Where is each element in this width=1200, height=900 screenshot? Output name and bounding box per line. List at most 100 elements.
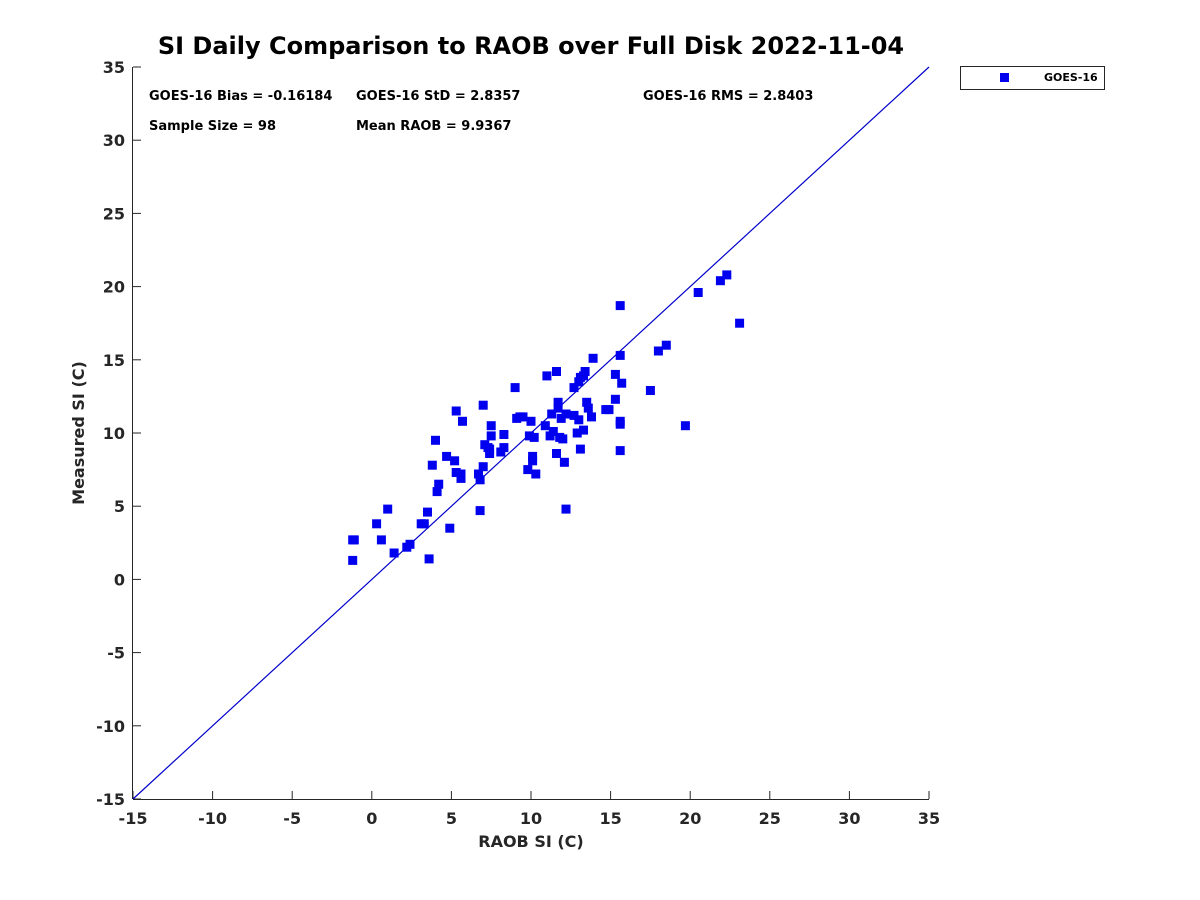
legend-box [960, 66, 1105, 90]
x-tick-label: 10 [520, 809, 542, 828]
data-point [445, 523, 455, 533]
data-point [556, 413, 566, 423]
data-point [475, 475, 485, 485]
data-point [588, 353, 598, 363]
data-point [615, 446, 625, 456]
data-point [645, 386, 655, 395]
annotation-rms: GOES-16 RMS = 2.8403 [643, 89, 813, 104]
data-point [559, 457, 569, 467]
data-point [478, 462, 488, 472]
y-tick-label: 35 [103, 58, 125, 77]
data-point [531, 469, 541, 479]
data-point [475, 506, 485, 516]
y-tick-label: 15 [103, 351, 125, 370]
data-point [615, 350, 625, 360]
data-point [722, 270, 732, 280]
data-point [542, 371, 552, 381]
data-point [529, 432, 539, 442]
legend-label: GOES-16 [1044, 71, 1098, 84]
data-point [485, 444, 495, 454]
data-point [486, 421, 496, 431]
data-points [348, 270, 745, 565]
data-point [587, 412, 596, 422]
y-tick-label: 0 [114, 570, 125, 589]
data-point [610, 369, 620, 379]
x-tick-label: -10 [198, 809, 227, 828]
data-point [434, 479, 444, 489]
data-point [348, 555, 358, 565]
data-point [510, 383, 520, 393]
annotation-sample-size: Sample Size = 98 [149, 119, 276, 134]
data-point [547, 409, 557, 419]
data-point [523, 465, 533, 475]
data-point [376, 535, 386, 545]
data-point [558, 434, 568, 444]
x-tick-label: -5 [283, 809, 301, 828]
chart-title: SI Daily Comparison to RAOB over Full Di… [158, 32, 904, 60]
data-point [617, 378, 627, 388]
data-point [582, 397, 592, 407]
y-tick-label: -10 [96, 717, 125, 736]
data-point [561, 409, 571, 419]
data-point [604, 405, 614, 415]
data-point [580, 367, 590, 376]
data-point [575, 444, 585, 454]
y-tick-label: 30 [103, 131, 125, 150]
legend-marker [1000, 73, 1009, 82]
data-point [372, 519, 382, 529]
y-tick-label: -15 [96, 790, 125, 809]
data-point [553, 403, 563, 413]
x-tick-label: -15 [119, 809, 148, 828]
x-tick-label: 20 [679, 809, 701, 828]
y-tick-label: 5 [114, 497, 125, 516]
x-tick-label: 15 [599, 809, 621, 828]
data-point [432, 487, 442, 497]
data-point [450, 456, 460, 466]
data-point [548, 427, 558, 436]
data-point [499, 443, 509, 453]
y-tick-label: -5 [107, 644, 125, 663]
data-point [499, 430, 509, 439]
data-point [419, 519, 429, 529]
data-point [552, 449, 561, 458]
data-point [569, 383, 579, 393]
axes: -15 -10 -5 0 5 10 15 20 25 30 35 -15 -10 -5 0 5 10 15 20 25… [96, 58, 940, 828]
data-point [610, 394, 620, 404]
data-point [451, 406, 461, 416]
data-point [456, 473, 466, 483]
data-point [552, 367, 561, 376]
y-tick-label: 10 [103, 424, 125, 443]
x-tick-label: 0 [366, 809, 377, 828]
data-point [574, 415, 584, 425]
y-tick-label: 25 [103, 204, 125, 223]
data-point [478, 400, 488, 410]
annotation-mean-raob: Mean RAOB = 9.9367 [356, 119, 511, 134]
legend: GOES-16 [960, 66, 1105, 90]
data-point [561, 504, 571, 514]
data-point [680, 421, 690, 431]
data-point [653, 346, 663, 356]
annotation-bias: GOES-16 Bias = -0.16184 [149, 89, 332, 104]
x-tick-label: 5 [446, 809, 457, 828]
data-point [583, 403, 593, 413]
data-point [474, 469, 483, 479]
data-point [451, 468, 461, 477]
data-point [431, 435, 440, 445]
data-point [405, 539, 415, 549]
data-point [486, 431, 496, 441]
y-tick-label: 20 [103, 278, 125, 297]
data-point [615, 419, 625, 429]
data-point [526, 416, 536, 426]
annotation-std: GOES-16 StD = 2.8357 [356, 89, 520, 104]
x-tick-label: 30 [838, 809, 860, 828]
data-point [572, 428, 582, 438]
data-point [661, 340, 671, 350]
data-point [518, 412, 528, 422]
data-point [528, 451, 538, 461]
data-point [442, 451, 452, 461]
data-point [423, 507, 432, 517]
data-point [553, 397, 563, 407]
data-point [693, 288, 703, 297]
